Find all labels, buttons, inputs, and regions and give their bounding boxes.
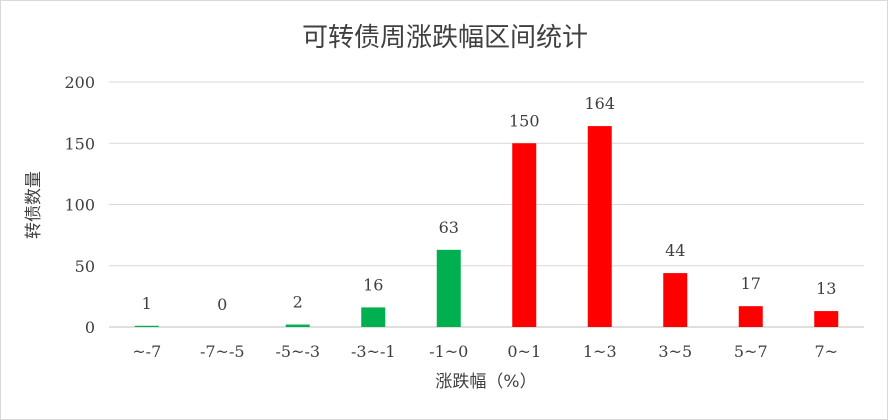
y-tick-label: 50 bbox=[75, 257, 95, 276]
bar bbox=[512, 143, 537, 327]
data-label: 16 bbox=[363, 275, 383, 294]
bar bbox=[436, 249, 461, 327]
data-label: 1 bbox=[142, 294, 152, 313]
data-label: 17 bbox=[741, 274, 761, 293]
y-tick-label: 100 bbox=[64, 196, 95, 215]
x-tick-label: 3~5 bbox=[658, 342, 692, 361]
y-axis-ticks: 0 50 100 150 200 bbox=[64, 73, 95, 337]
gridlines bbox=[109, 81, 864, 328]
data-label: 0 bbox=[217, 295, 227, 314]
bar bbox=[814, 311, 839, 327]
bar bbox=[361, 307, 386, 327]
bars bbox=[134, 126, 839, 327]
x-tick-label: -1~0 bbox=[429, 342, 468, 361]
bar bbox=[738, 306, 763, 327]
data-label: 164 bbox=[584, 94, 615, 113]
x-tick-label: 5~7 bbox=[734, 342, 768, 361]
x-tick-label: ~-7 bbox=[132, 342, 161, 361]
x-tick-label: 7~ bbox=[814, 342, 838, 361]
data-label: 2 bbox=[293, 293, 303, 312]
y-tick-label: 0 bbox=[85, 318, 95, 337]
x-tick-label: 1~3 bbox=[583, 342, 617, 361]
x-tick-label: -5~-3 bbox=[275, 342, 320, 361]
data-label: 44 bbox=[665, 241, 685, 260]
data-label: 13 bbox=[816, 279, 836, 298]
data-label: 63 bbox=[439, 218, 459, 237]
bar bbox=[587, 126, 612, 327]
x-tick-label: -3~-1 bbox=[351, 342, 396, 361]
x-tick-label: 0~1 bbox=[507, 342, 541, 361]
bar bbox=[134, 325, 159, 327]
data-label: 150 bbox=[509, 111, 540, 130]
y-tick-label: 150 bbox=[64, 134, 95, 153]
x-axis-title: 涨跌幅（%） bbox=[435, 372, 536, 392]
y-axis-title: 转债数量 bbox=[24, 171, 44, 239]
chart-title: 可转债周涨跌幅区间统计 bbox=[302, 23, 588, 53]
x-tick-label: -7~-5 bbox=[200, 342, 245, 361]
data-labels: 1 0 2 16 63 150 164 44 17 13 bbox=[142, 94, 837, 314]
x-axis-ticks: ~-7 -7~-5 -5~-3 -3~-1 -1~0 0~1 1~3 3~5 5~7 7~ bbox=[132, 342, 838, 361]
bar bbox=[285, 324, 310, 327]
y-tick-label: 200 bbox=[64, 73, 95, 92]
bar bbox=[663, 273, 688, 327]
